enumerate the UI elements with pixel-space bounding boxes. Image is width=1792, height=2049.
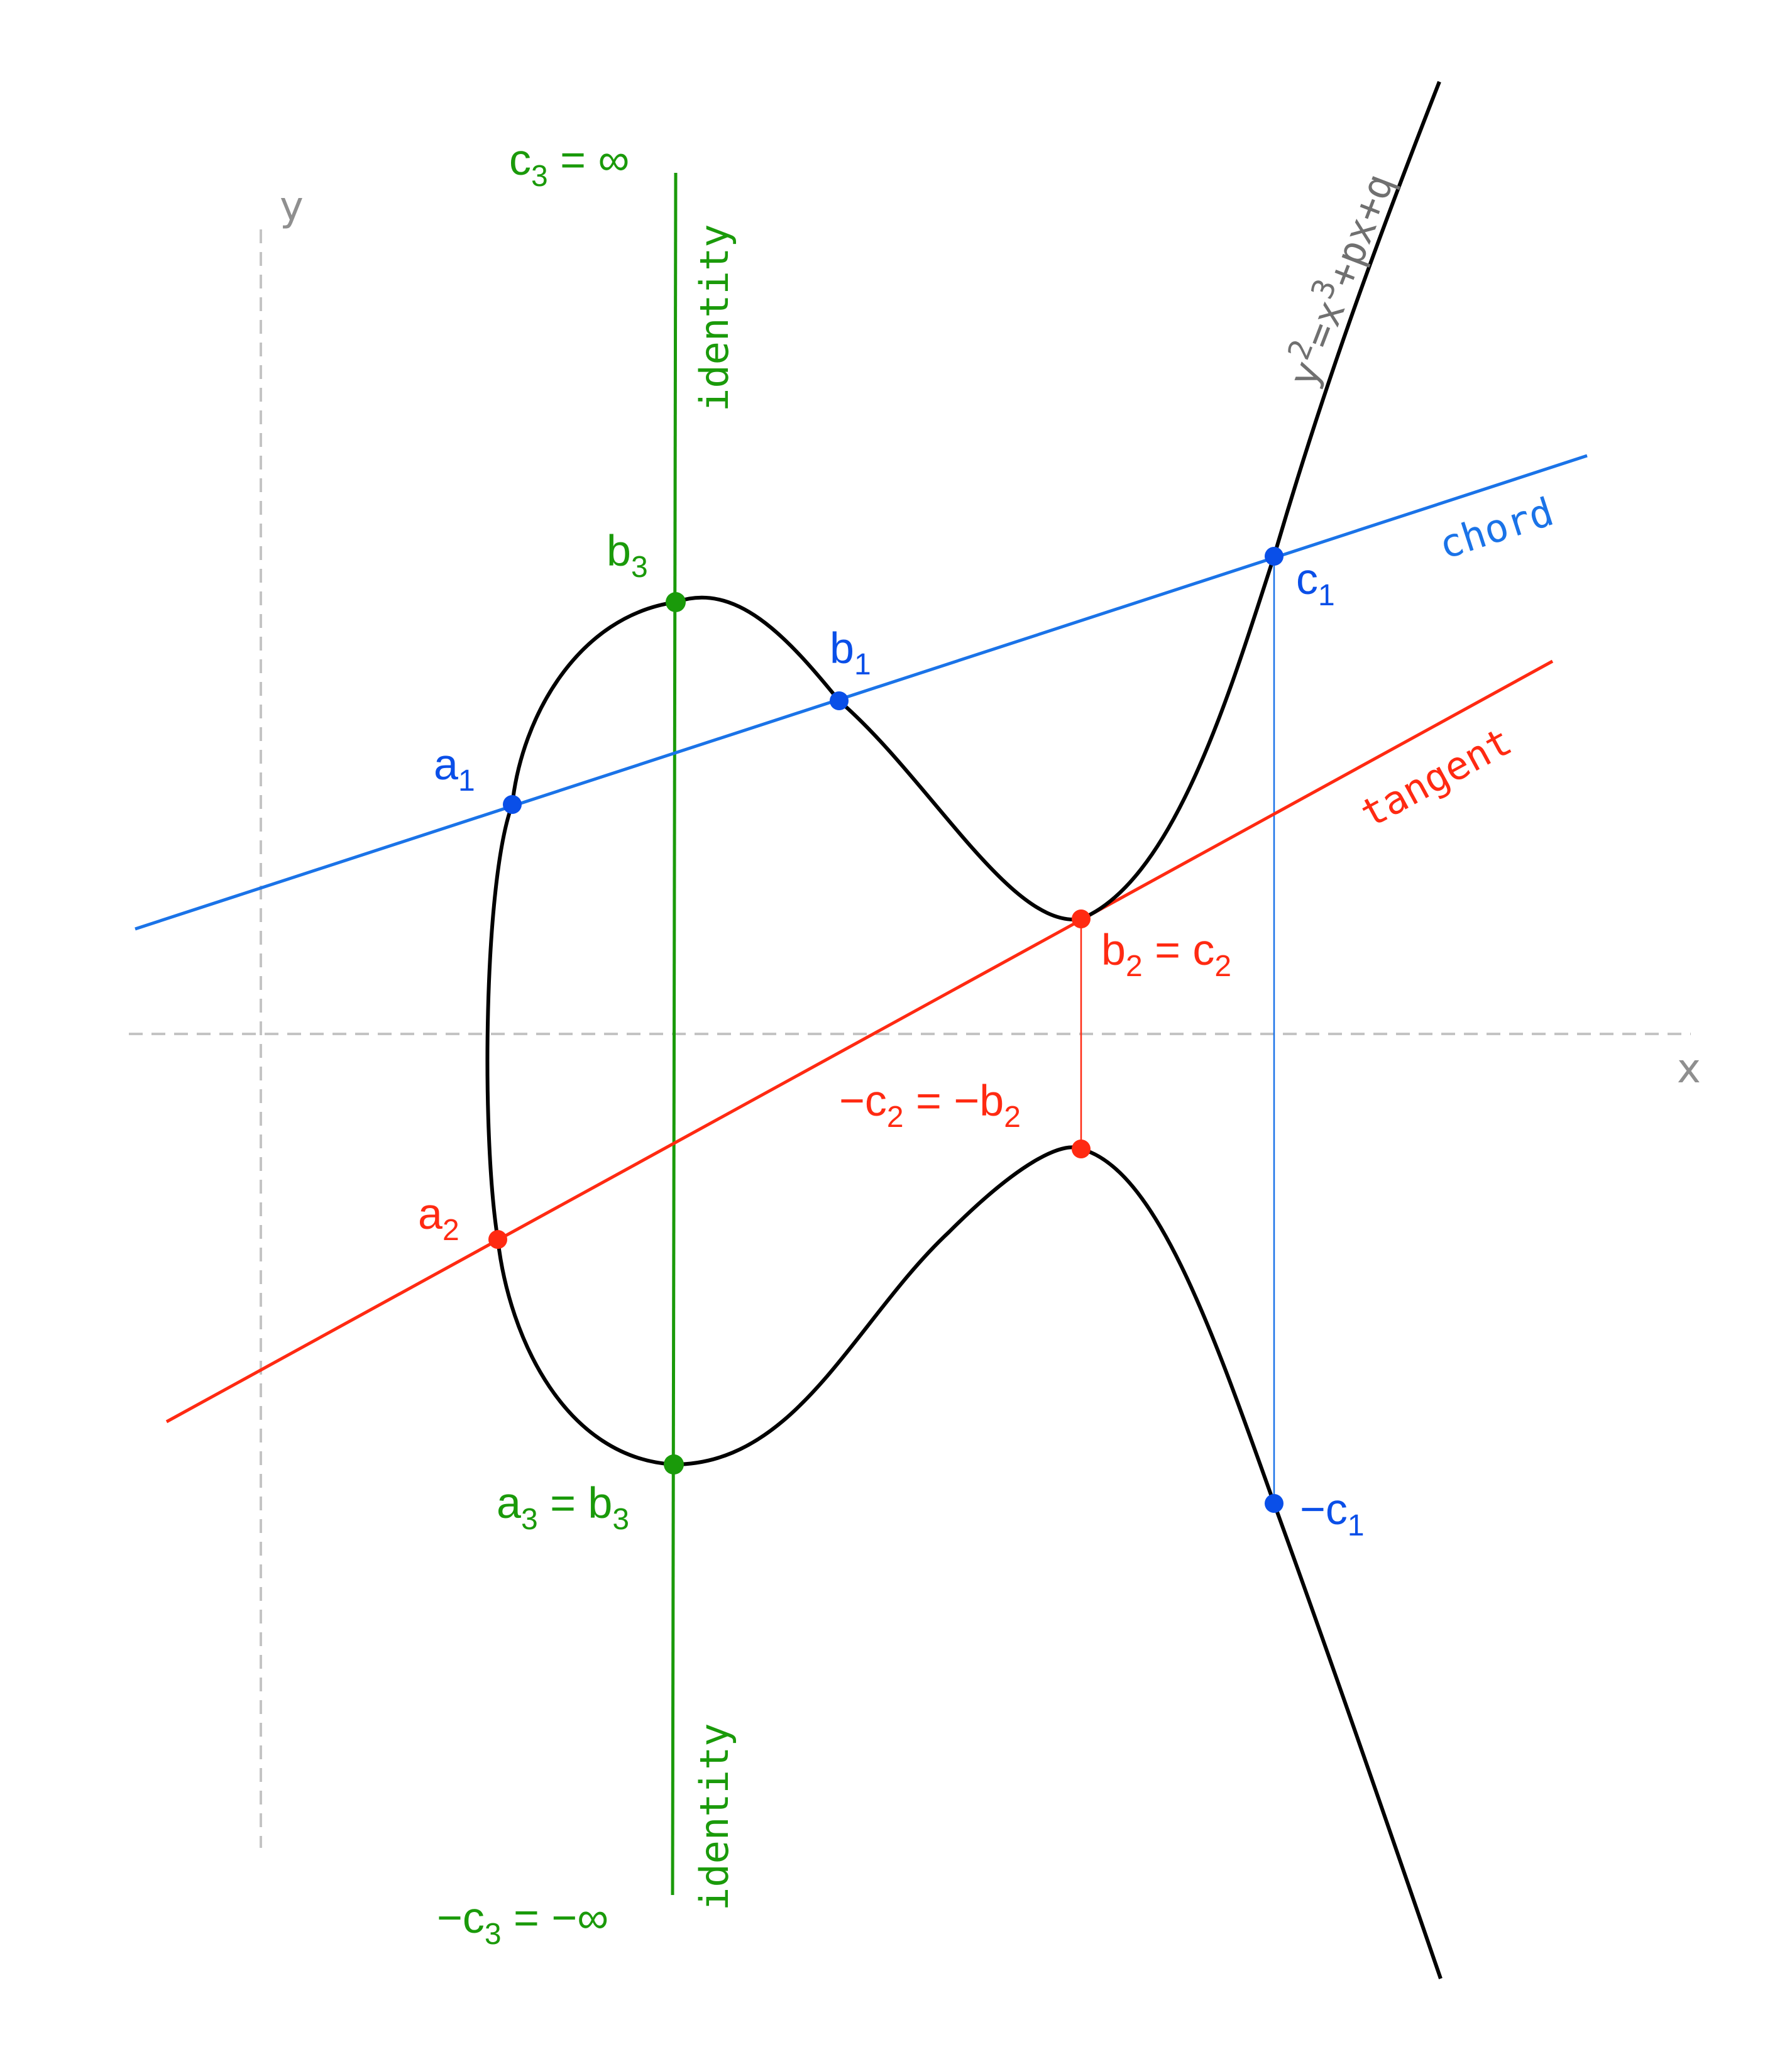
- point-b2: [1072, 909, 1091, 928]
- point-a2: [488, 1230, 507, 1249]
- identity-label-bottom: identity: [691, 1723, 737, 1911]
- label-b3: b3: [607, 526, 648, 584]
- y-axis-label: y: [280, 184, 304, 230]
- point-neg-c1: [1265, 1494, 1284, 1513]
- elliptic-curve: [485, 80, 1443, 1979]
- point-a3: [664, 1454, 684, 1475]
- point-b1: [830, 691, 849, 710]
- label-neg-c2-neg-b2: −c2 = −b2: [839, 1076, 1021, 1134]
- label-a2: a2: [418, 1189, 459, 1247]
- label-c1: c1: [1296, 554, 1335, 612]
- point-c1: [1265, 547, 1284, 566]
- label-neg-c1: −c1: [1300, 1485, 1365, 1542]
- label-c3-infinity: c3 = ∞: [509, 135, 629, 193]
- point-a1: [503, 795, 522, 814]
- identity-line: [671, 172, 678, 1896]
- label-b1: b1: [830, 623, 871, 681]
- point-neg-c2: [1072, 1140, 1091, 1158]
- point-b3: [666, 592, 686, 612]
- tangent-line: [165, 659, 1554, 1424]
- label-a3-b3: a3 = b3: [497, 1478, 629, 1536]
- label-b2-c2: b2 = c2: [1101, 925, 1231, 983]
- x-axis-label: x: [1677, 1046, 1701, 1092]
- chord-line: [135, 454, 1588, 931]
- label-neg-c3-neg-infinity: −c3 = −∞: [437, 1893, 608, 1951]
- label-a1: a1: [434, 740, 475, 798]
- identity-label-top: identity: [691, 224, 737, 412]
- tangent-label: tangent: [1353, 718, 1519, 837]
